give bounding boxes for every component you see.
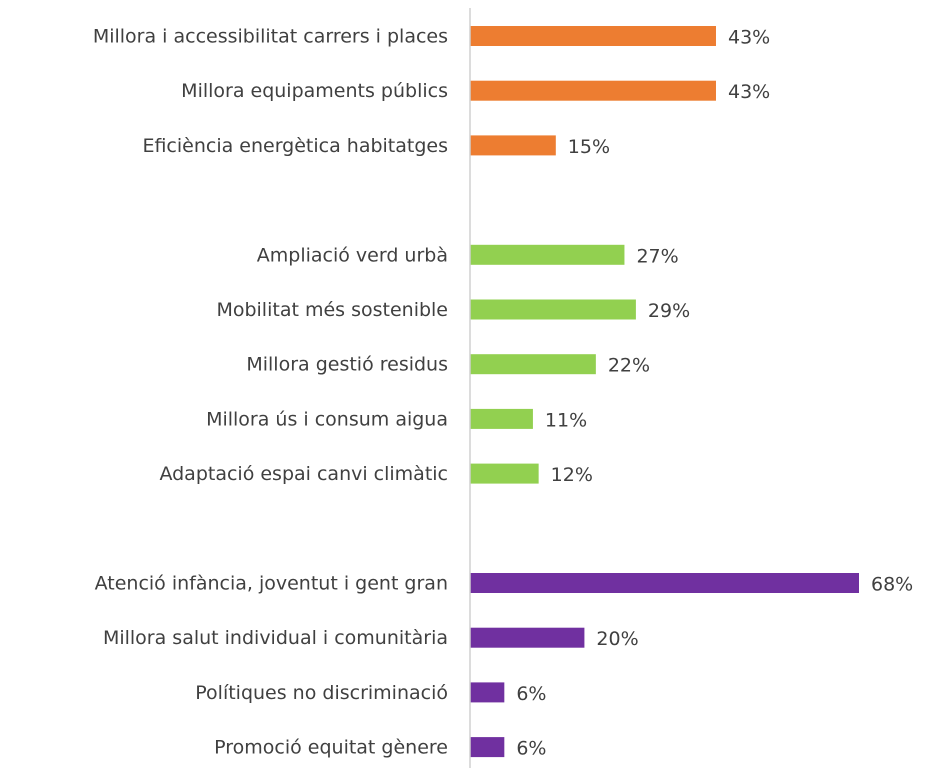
bar [470, 135, 556, 156]
bar [470, 80, 716, 101]
category-label: Adaptació espai canvi climàtic [159, 463, 448, 485]
category-label: Millora equipaments públics [181, 80, 448, 102]
bar [470, 408, 533, 429]
value-label: 12% [551, 464, 593, 486]
bar [470, 737, 505, 758]
category-label: Millora ús i consum aigua [206, 408, 448, 430]
bar [470, 682, 505, 703]
category-label: Millora gestió residus [246, 354, 448, 376]
bar [470, 573, 859, 593]
bar [470, 26, 716, 46]
value-label: 6% [516, 738, 546, 760]
category-label: Promoció equitat gènere [214, 737, 448, 759]
category-label: Ampliació verd urbà [257, 244, 448, 266]
category-label: Millora i accessibilitat carrers i place… [93, 26, 448, 48]
value-label: 22% [608, 355, 650, 377]
value-label: 20% [596, 628, 638, 650]
value-label: 27% [636, 245, 678, 267]
value-label: 68% [871, 574, 913, 596]
value-label: 11% [545, 409, 587, 431]
value-label: 6% [516, 683, 546, 705]
bar [470, 299, 636, 320]
value-label: 15% [568, 136, 610, 158]
value-label: 43% [728, 81, 770, 103]
category-label: Polítiques no discriminació [195, 682, 448, 704]
category-label: Millora salut individual i comunitària [103, 627, 448, 649]
value-label: 29% [648, 300, 690, 322]
bar [470, 463, 539, 484]
category-label: Eficiència energètica habitatges [142, 135, 448, 157]
category-label: Atenció infància, joventut i gent gran [95, 573, 448, 595]
bar [470, 627, 585, 648]
bar [470, 354, 596, 375]
bar [470, 244, 625, 265]
value-label: 43% [728, 27, 770, 49]
category-label: Mobilitat més sostenible [216, 299, 448, 321]
